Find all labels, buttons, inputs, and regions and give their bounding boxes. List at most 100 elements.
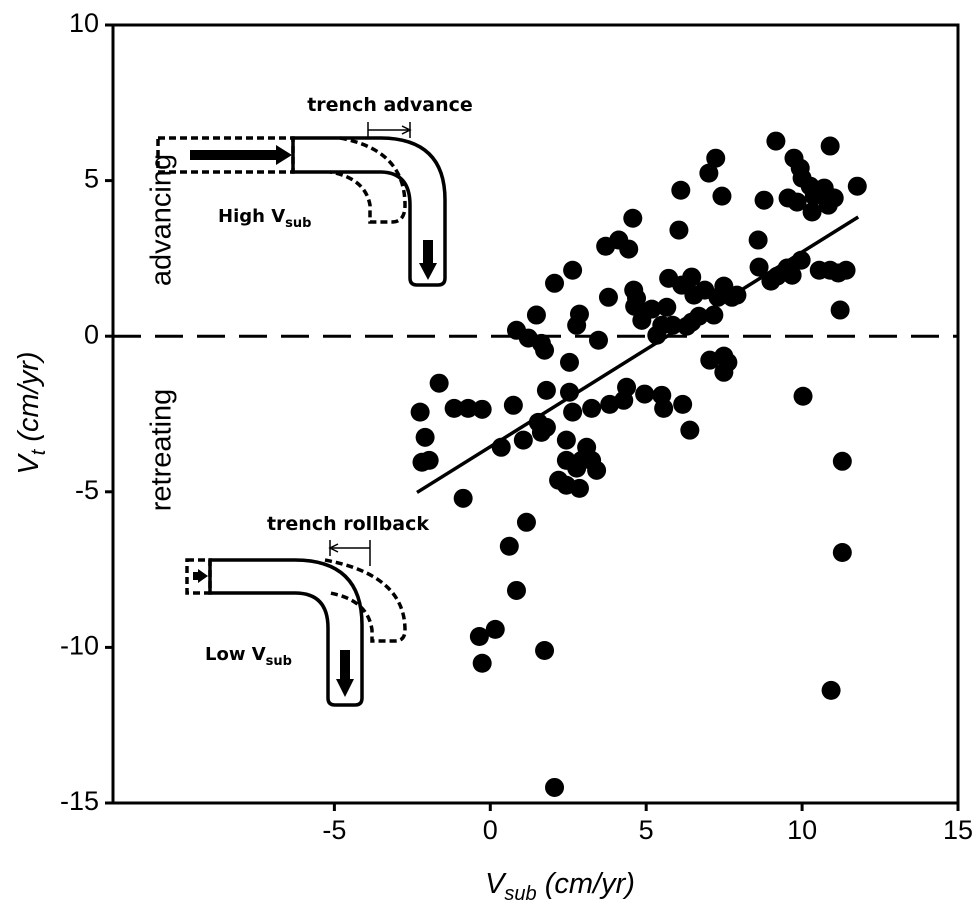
data-point [587,460,607,480]
y-label-sub: t [28,448,50,455]
data-point [419,450,439,470]
y-tick-label: 5 [84,164,99,194]
data-point [712,186,732,206]
data-point [563,402,583,422]
data-point [503,395,523,415]
x-tick-label: 10 [787,815,817,845]
rollback-schematic [185,540,407,707]
advancing-label: advancing [146,154,178,286]
y-tick-label: -5 [75,475,99,505]
low-vsub-label: Low Vsub [205,644,292,669]
data-point [563,260,583,280]
data-point [499,536,519,556]
inset-label: Low V [205,644,266,665]
y-label-rest: (cm/yr) [13,351,45,449]
data-point [821,680,841,700]
data-point [526,305,546,325]
data-point [642,299,662,319]
data-point [569,478,589,498]
data-point [657,297,677,317]
data-point [556,430,576,450]
data-point [706,148,726,168]
data-point [754,190,774,210]
data-point [699,163,719,183]
data-point [832,451,852,471]
x-tick-label: 15 [943,815,973,845]
data-point [536,380,556,400]
data-point [782,265,802,285]
data-point [654,398,674,418]
retreating-label: retreating [146,389,178,512]
data-point [847,176,867,196]
data-point [472,399,492,419]
y-tick-label: -10 [60,631,99,661]
y-axis-label: Vt (cm/yr) [13,351,50,474]
data-point [545,777,565,797]
x-tick-label: -5 [322,815,346,845]
data-point [669,220,689,240]
data-point [787,192,807,212]
x-tick-label: 5 [639,815,654,845]
inset-label: High V [218,206,285,227]
data-point [680,420,700,440]
data-point [453,488,473,508]
data-point [513,430,533,450]
data-point [671,180,691,200]
fit-line [416,215,860,494]
y-label-main: V [13,453,45,475]
x-label-rest: (cm/yr) [537,868,635,900]
inset-subscript: sub [285,216,311,231]
data-point [469,627,489,647]
data-point [535,340,555,360]
x-label-main: V [485,868,507,900]
data-point [718,352,738,372]
data-point [429,373,449,393]
plot-frame [111,23,960,805]
data-point [635,384,655,404]
data-point [802,202,822,222]
trench-rollback-label: trench rollback [267,513,429,535]
y-tick-label: 10 [69,8,99,38]
data-point [617,377,637,397]
data-point [506,580,526,600]
data-point [766,131,786,151]
data-point [830,300,850,320]
data-point [598,287,618,307]
data-point [627,288,647,308]
x-tick-label: 0 [483,815,498,845]
inset-subscript: sub [266,654,292,669]
data-point [545,273,565,293]
data-point [623,208,643,228]
data-point [588,330,608,350]
y-tick-label: 0 [84,319,99,349]
data-point [793,386,813,406]
data-point [619,239,639,259]
data-point [458,398,478,418]
data-point [472,653,492,673]
data-point [444,398,464,418]
data-point [569,304,589,324]
data-point [535,641,555,661]
advance-schematic [156,122,447,287]
x-axis-label: Vsub (cm/yr) [485,868,635,905]
data-point [836,260,856,280]
data-point [410,402,430,422]
data-point [820,136,840,156]
data-point [415,427,435,447]
data-point [516,512,536,532]
x-label-sub: sub [504,883,536,905]
data-point [749,257,769,277]
trench-advance-label: trench advance [307,94,473,116]
data-point [582,398,602,418]
data-point [559,352,579,372]
data-point [559,382,579,402]
data-point [832,542,852,562]
y-tick-label: -15 [60,786,99,816]
data-point [536,417,556,437]
data-point [673,394,693,414]
data-point [682,267,702,287]
data-point [485,619,505,639]
data-point [824,188,844,208]
